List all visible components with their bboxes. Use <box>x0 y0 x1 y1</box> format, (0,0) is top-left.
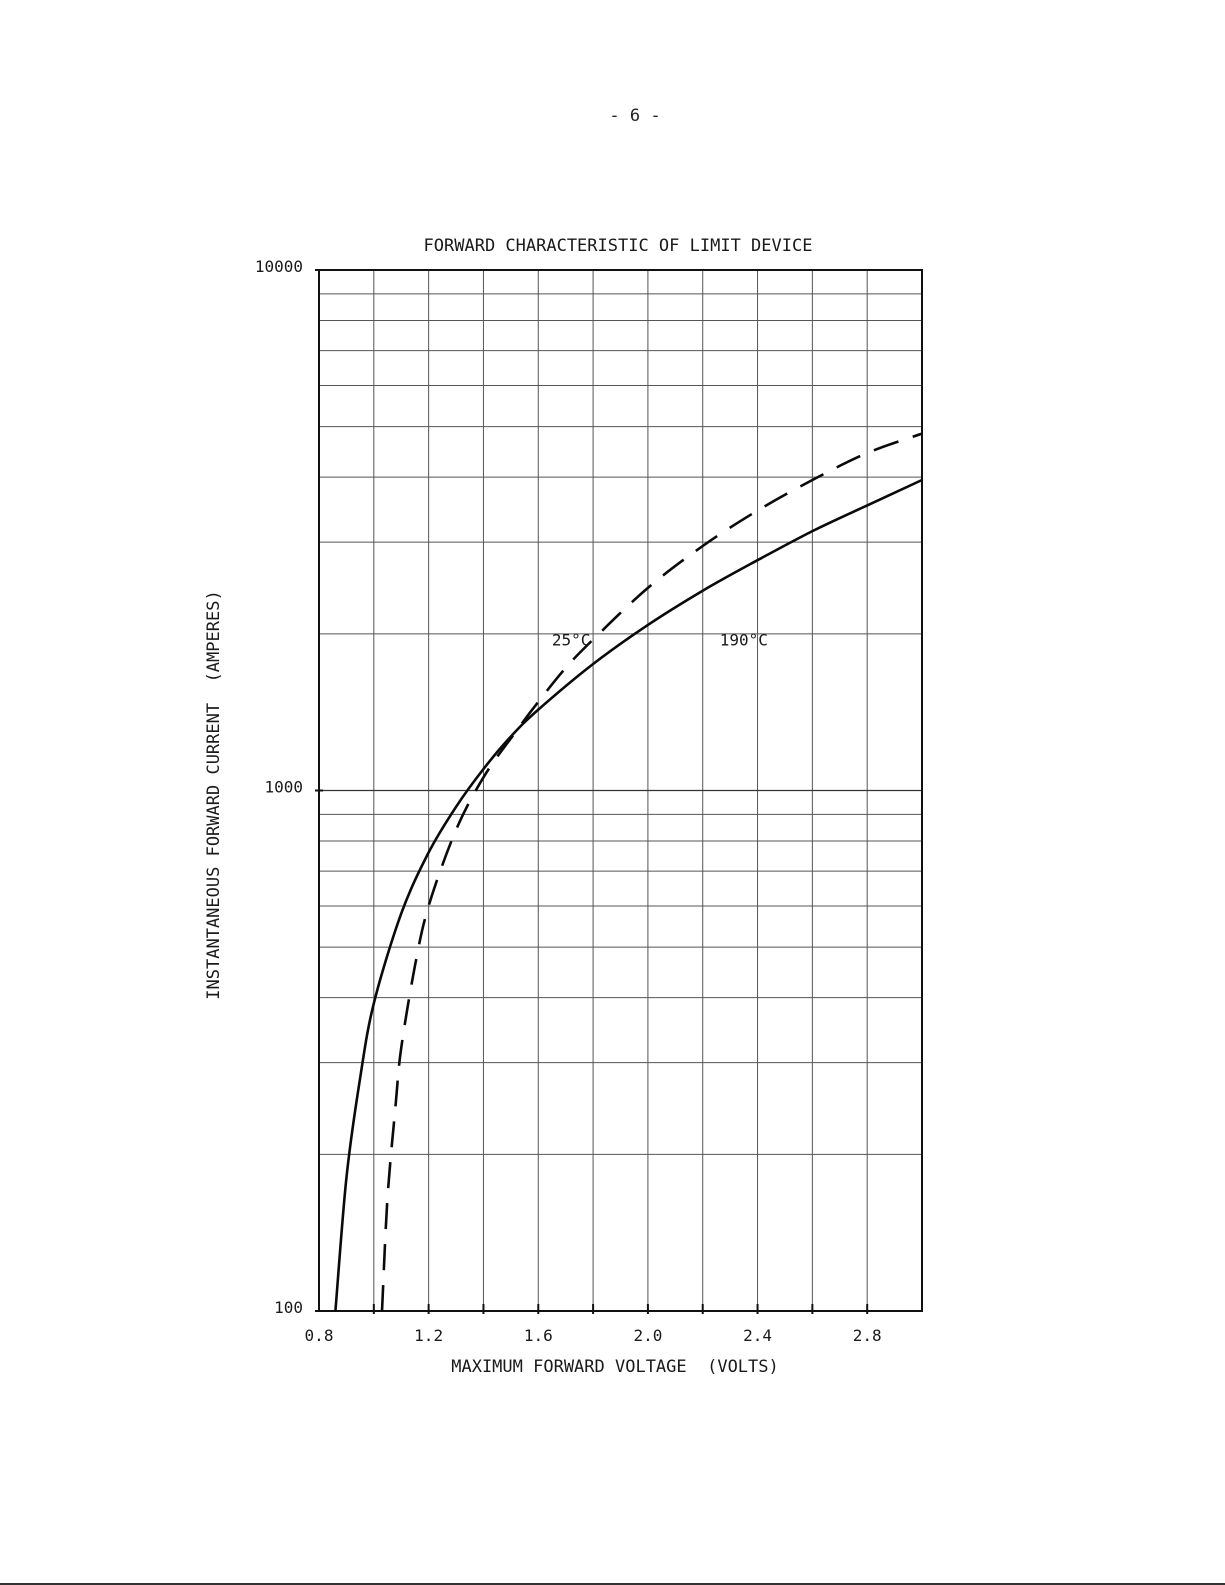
y-tick-label: 1000 <box>264 778 303 797</box>
series-layer <box>334 432 923 1312</box>
chart-title: FORWARD CHARACTERISTIC OF LIMIT DEVICE <box>424 236 813 256</box>
page-number: - 6 - <box>609 106 661 126</box>
x-tick-label: 1.2 <box>414 1326 443 1345</box>
x-tick-label: 2.4 <box>743 1326 772 1345</box>
series-190c-line <box>334 478 923 1312</box>
axis-ticks <box>315 269 869 1314</box>
series-annotation: 190°C <box>720 631 768 650</box>
x-tick-label: 2.8 <box>853 1326 882 1345</box>
tick-labels: 0.8 1.2 1.6 2.0 2.4 2.8 100 1000 10000 25°C 190°C <box>255 257 882 1345</box>
x-tick-label: 2.0 <box>633 1326 662 1345</box>
series-25c-line <box>380 432 923 1312</box>
y-tick-label: 10000 <box>255 257 303 276</box>
x-axis-label: MAXIMUM FORWARD VOLTAGE (VOLTS) <box>451 1357 779 1377</box>
grid <box>319 270 922 1311</box>
series-annotation: 25°C <box>552 631 591 650</box>
page-bottom-rule <box>0 1583 1225 1585</box>
x-tick-label: 0.8 <box>305 1326 334 1345</box>
y-axis-label: INSTANTANEOUS FORWARD CURRENT (AMPERES) <box>204 590 224 999</box>
x-tick-label: 1.6 <box>524 1326 553 1345</box>
y-tick-label: 100 <box>274 1298 303 1317</box>
